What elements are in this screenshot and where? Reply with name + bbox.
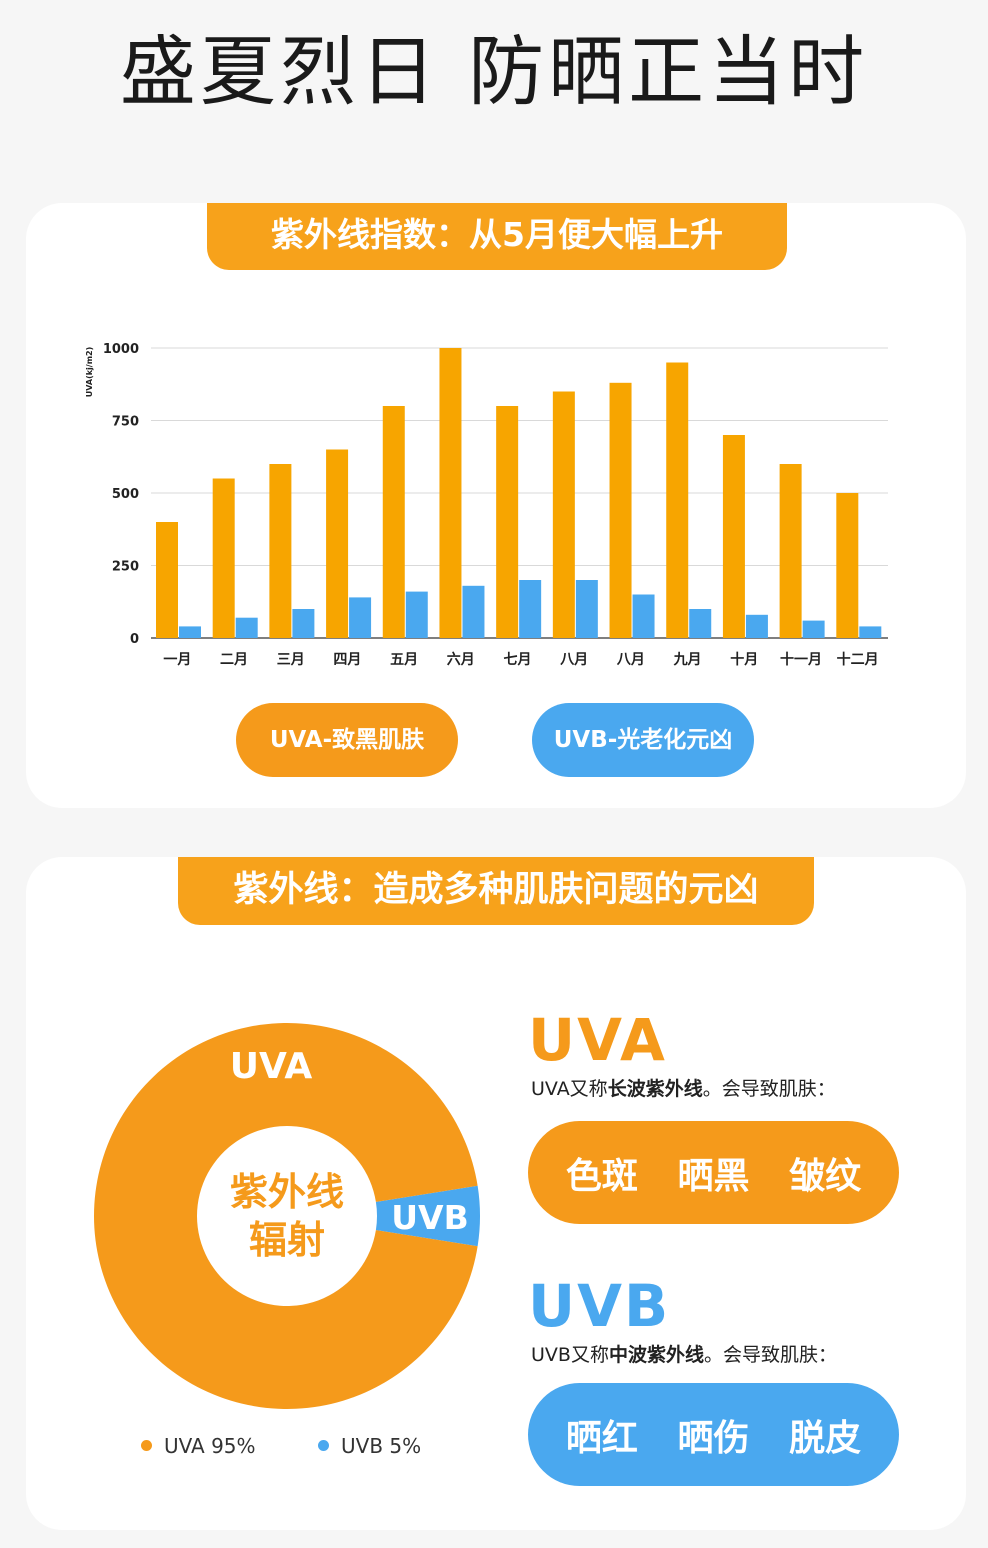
x-tick-label: 一月 — [163, 652, 191, 668]
uvb-bar — [179, 626, 201, 638]
pie-legend-uvb-label: UVB 5% — [341, 1434, 422, 1458]
legend-uvb-pill: UVB-光老化元凶 — [532, 703, 754, 777]
x-tick-label: 七月 — [504, 652, 532, 668]
pie-legend-uvb: UVB 5% — [318, 1432, 421, 1460]
uva-effects-pill: 色斑 晒黑 皱纹 — [528, 1121, 899, 1224]
uva-bar — [779, 464, 802, 638]
pie-legend-uva-label: UVA 95% — [164, 1434, 256, 1458]
uvb-bar — [405, 591, 428, 638]
x-tick-label: 四月 — [333, 652, 361, 668]
x-tick-label: 九月 — [673, 652, 702, 668]
uvb-bar — [575, 580, 598, 638]
uva-bar — [439, 348, 462, 638]
y-axis-label: UVA(kj/m2) — [85, 347, 94, 398]
uvb-desc-prefix: UVB又称 — [531, 1344, 609, 1366]
uva-desc-prefix: UVA又称 — [531, 1078, 608, 1100]
uva-bar — [156, 522, 178, 638]
y-tick-label: 500 — [112, 487, 139, 502]
uvb-bar — [859, 626, 882, 638]
x-tick-label: 十二月 — [837, 651, 879, 668]
uva-heading: UVA — [528, 1006, 667, 1074]
uvb-bar — [689, 609, 712, 638]
uvb-bar — [745, 614, 768, 638]
uva-bar — [326, 449, 349, 638]
uvb-effect-item: 脱皮 — [789, 1417, 862, 1459]
uva-bar — [722, 435, 745, 638]
uv-bar-chart: 0 250 500 750 1000 UVA(kj/m2) 一月 二月 三月 四月 五月 六月 七月 八月… — [85, 342, 888, 668]
y-tick-label: 750 — [112, 415, 139, 430]
uva-desc-bold: 长波紫外线 — [607, 1078, 703, 1100]
uva-bar — [212, 478, 235, 638]
uvb-legend-dot — [318, 1440, 329, 1451]
uva-bar — [609, 382, 632, 638]
uva-bar — [836, 493, 859, 638]
uvb-description: UVB又称中波紫外线。会导致肌肤： — [531, 1342, 837, 1368]
uvb-desc-bold: 中波紫外线 — [608, 1344, 704, 1366]
uva-bar — [269, 464, 292, 638]
x-tick-label: 八月 — [616, 652, 645, 668]
donut-center-line2: 辐射 — [248, 1218, 325, 1262]
uvb-desc-suffix: 。会导致肌肤： — [703, 1344, 837, 1366]
donut-center-line1: 紫外线 — [229, 1170, 344, 1214]
uvb-bar — [235, 617, 258, 638]
x-tick-label: 三月 — [277, 652, 305, 668]
uva-legend-dot — [141, 1440, 152, 1451]
uva-bar — [552, 391, 575, 638]
y-tick-label: 0 — [130, 632, 139, 647]
uva-effect-item: 皱纹 — [789, 1155, 862, 1197]
uva-bar — [666, 362, 689, 638]
legend-uva-pill: UVA-致黑肌肤 — [236, 703, 458, 777]
donut-center-text: 紫外线 辐射 — [196, 1168, 378, 1264]
uvb-effects-pill: 晒红 晒伤 脱皮 — [528, 1383, 899, 1486]
uv-index-card — [26, 203, 966, 808]
x-tick-label: 十一月 — [780, 651, 822, 668]
uvb-bar — [292, 609, 315, 638]
uva-bar — [382, 406, 405, 638]
uva-effect-item: 晒黑 — [677, 1155, 750, 1197]
x-tick-label: 十月 — [730, 651, 758, 668]
uvb-bar — [519, 580, 542, 638]
uvb-bar — [462, 585, 485, 638]
uva-bar — [496, 406, 519, 638]
section1-ribbon: 紫外线指数：从5月便大幅上升 — [207, 203, 787, 270]
uva-effect-item: 色斑 — [565, 1155, 638, 1197]
x-tick-label: 八月 — [559, 652, 588, 668]
uva-desc-suffix: 。会导致肌肤： — [702, 1078, 836, 1100]
x-tick-label: 五月 — [390, 652, 418, 668]
y-tick-label: 1000 — [103, 342, 139, 357]
uvb-bar — [802, 620, 825, 638]
page-title: 盛夏烈日 防晒正当时 — [119, 27, 869, 116]
uvb-effect-item: 晒伤 — [677, 1417, 750, 1459]
uva-description: UVA又称长波紫外线。会导致肌肤： — [531, 1076, 836, 1102]
uvb-bar — [349, 597, 372, 638]
uvb-effect-item: 晒红 — [565, 1417, 638, 1459]
uvb-bar — [632, 594, 655, 638]
pie-legend-uva: UVA 95% — [141, 1432, 256, 1460]
x-tick-label: 二月 — [220, 652, 248, 668]
y-tick-label: 250 — [112, 560, 139, 575]
section2-ribbon: 紫外线：造成多种肌肤问题的元凶 — [178, 857, 814, 925]
uvb-heading: UVB — [528, 1272, 671, 1340]
x-tick-label: 六月 — [447, 651, 475, 668]
